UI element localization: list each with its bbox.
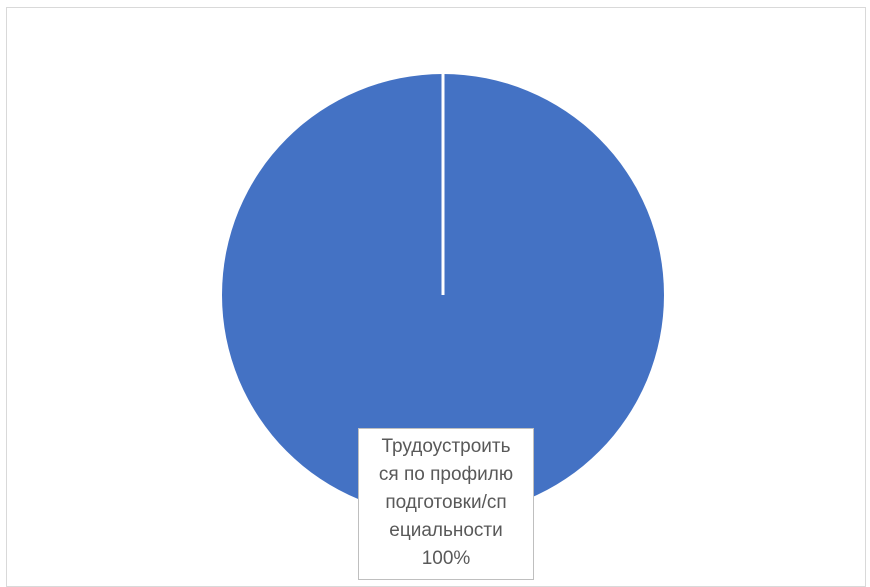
data-label-line-1: Трудоустроить [381,436,511,457]
data-label-slice-1: Трудоустроить ся по профилю подготовки/с… [358,428,534,580]
data-label-line-2: ся по профилю [378,464,514,485]
data-label-line-4: ециальности [389,520,503,541]
top-strip [0,0,870,8]
data-label-line-3: подготовки/сп [385,492,507,513]
data-label-percent: 100% [421,548,471,569]
